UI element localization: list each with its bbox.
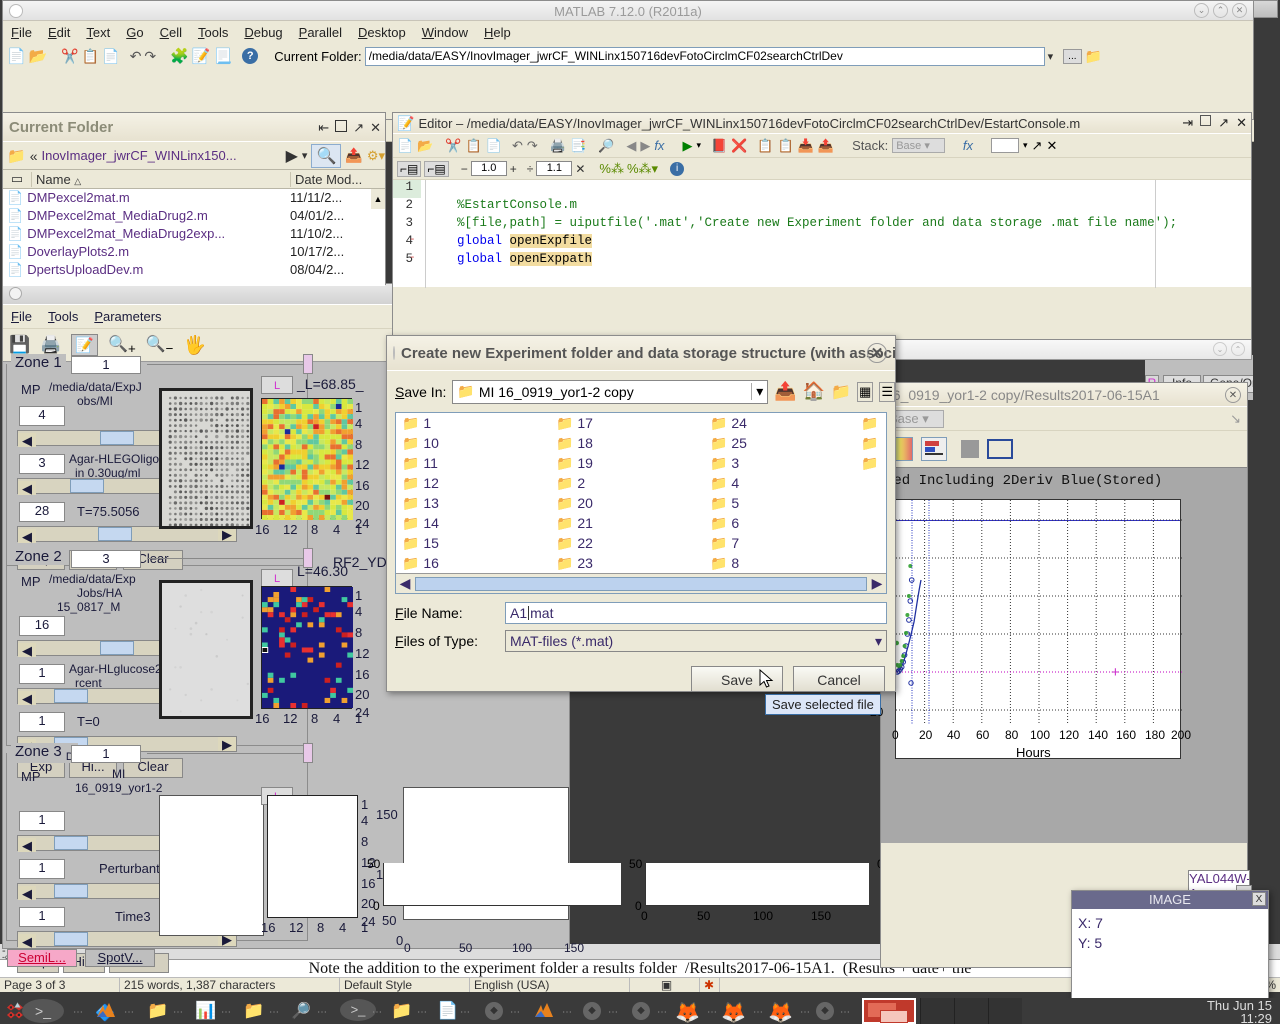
- svg-text:+: +: [1111, 664, 1120, 681]
